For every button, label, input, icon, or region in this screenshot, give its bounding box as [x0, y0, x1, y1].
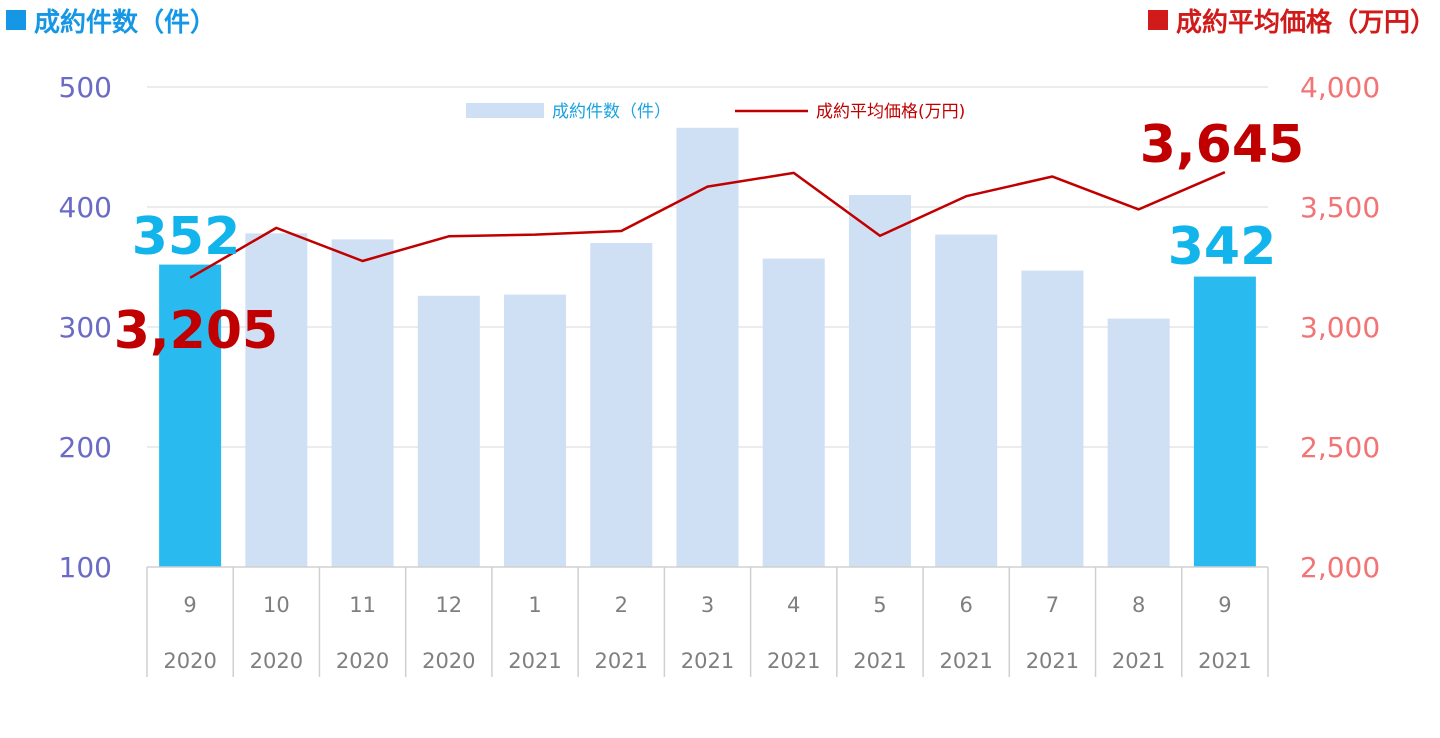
left-tick-label: 400	[59, 191, 112, 224]
right-axis-header: 成約平均価格（万円）	[1147, 2, 1436, 39]
x-tick-month: 5	[873, 593, 886, 617]
bar	[1193, 276, 1256, 567]
data-label: 352	[132, 207, 241, 267]
x-tick-month: 3	[701, 593, 714, 617]
legend-label-line: 成約平均価格(万円)	[816, 102, 965, 122]
right-axis-header-label: 成約平均価格（万円）	[1175, 8, 1436, 38]
x-tick-year: 2021	[939, 649, 992, 673]
right-axis: 2,000 2,500 3,000 3,500 4,000	[1300, 71, 1380, 584]
annotations: 352 342 3,205 3,645	[114, 115, 1304, 361]
x-tick-year: 2021	[1026, 649, 1079, 673]
legend-label-bar: 成約件数（件）	[552, 102, 671, 122]
right-tick-label: 4,000	[1300, 71, 1380, 104]
x-tick-month: 12	[435, 593, 462, 617]
left-tick-label: 500	[59, 71, 112, 104]
bar	[245, 233, 308, 567]
right-tick-label: 3,000	[1300, 311, 1380, 344]
x-tick-year: 2020	[336, 649, 389, 673]
bar	[762, 258, 825, 567]
bar	[417, 295, 480, 567]
x-tick-year: 2021	[1198, 649, 1251, 673]
x-tick-month: 2	[615, 593, 628, 617]
x-tick-year: 2021	[595, 649, 648, 673]
line-series	[189, 171, 1226, 279]
left-tick-label: 100	[59, 551, 112, 584]
square-icon	[1147, 10, 1168, 30]
legend-swatch-bar	[466, 103, 544, 118]
x-tick-month: 11	[349, 593, 376, 617]
right-tick-label: 2,000	[1300, 551, 1380, 584]
x-tick-year: 2021	[1112, 649, 1165, 673]
bar	[1021, 270, 1084, 567]
x-tick-month: 1	[528, 593, 541, 617]
left-tick-label: 200	[59, 431, 112, 464]
x-tick-year: 2020	[250, 649, 303, 673]
price-line	[189, 171, 1226, 279]
left-tick-label: 300	[59, 311, 112, 344]
left-axis: 100 200 300 400 500	[59, 71, 112, 584]
x-tick-month: 10	[263, 593, 290, 617]
square-icon	[6, 10, 26, 30]
bar	[676, 127, 739, 568]
right-tick-label: 2,500	[1300, 431, 1380, 464]
bar	[590, 243, 653, 567]
bar	[159, 264, 222, 567]
x-tick-year: 2021	[508, 649, 561, 673]
x-tick-year: 2020	[163, 649, 216, 673]
left-axis-header-label: 成約件数（件）	[34, 8, 217, 38]
x-tick-month: 7	[1046, 593, 1059, 617]
x-tick-year: 2021	[681, 649, 734, 673]
x-tick-year: 2020	[422, 649, 475, 673]
bar	[935, 234, 998, 567]
x-axis: 9 2020 10 2020 11 2020 12 2020 1 2021 2 2021 3 2021 4 2…	[146, 566, 1269, 677]
x-tick-year: 2021	[767, 649, 820, 673]
x-tick-month: 4	[787, 593, 800, 617]
bar	[331, 239, 394, 567]
x-tick-month: 6	[960, 593, 973, 617]
data-label: 342	[1168, 217, 1277, 277]
right-tick-label: 3,500	[1300, 191, 1380, 224]
data-label: 3,645	[1140, 115, 1304, 175]
bar	[1107, 318, 1170, 567]
data-label: 3,205	[114, 301, 278, 361]
x-tick-year: 2021	[853, 649, 906, 673]
bar	[504, 294, 567, 567]
bar	[848, 195, 911, 567]
x-tick-month: 8	[1132, 593, 1145, 617]
x-tick-month: 9	[1218, 593, 1231, 617]
legend: 成約件数（件） 成約平均価格(万円)	[466, 102, 965, 122]
left-axis-header: 成約件数（件）	[6, 2, 216, 39]
bar-series	[159, 127, 1256, 568]
x-tick-month: 9	[183, 593, 196, 617]
